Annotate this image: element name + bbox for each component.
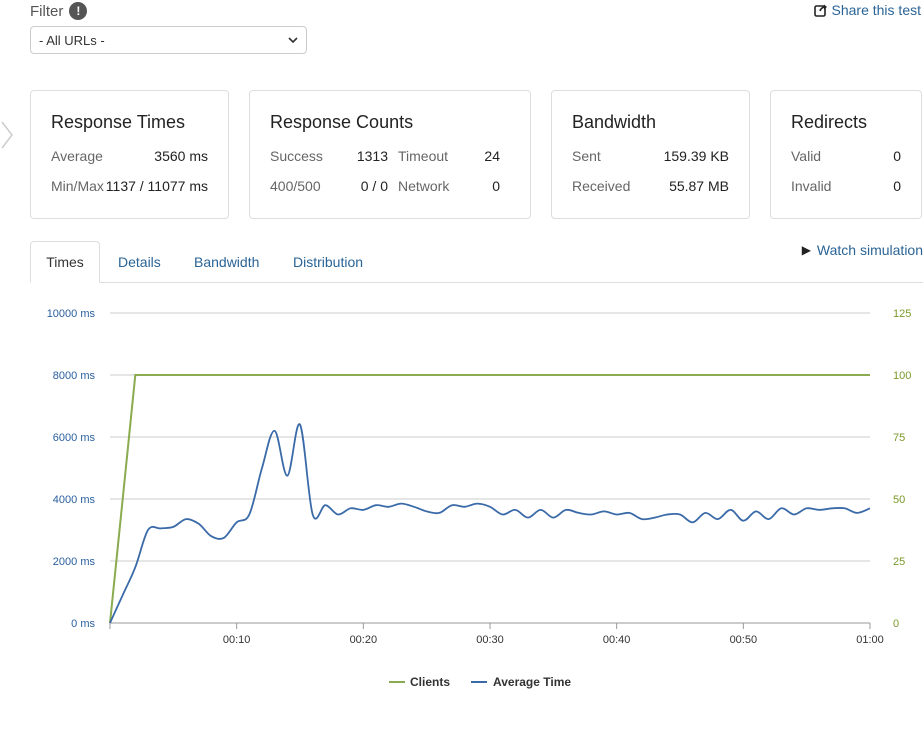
card-title: Response Times [51,112,186,132]
card-title: Bandwidth [572,112,657,132]
success-value: 1313 [356,148,388,164]
y-right-tick-label: 75 [893,432,905,444]
tabs-divider [30,282,923,283]
valid-value: 0 [893,148,901,164]
average-value: 3560 ms [154,148,208,164]
response-times-card: Response Times Average 3560 ms Min/Max 1… [30,90,229,219]
x-tick-label: 00:10 [223,634,251,646]
x-tick-label: 00:30 [476,634,504,646]
y-left-tick-label: 4000 ms [53,494,96,506]
filter-help-icon[interactable]: ! [69,2,88,20]
chart-legend: Clients Average Time [389,675,571,689]
bandwidth-card: Bandwidth Sent 159.39 KB Received 55.87 … [551,90,750,219]
share-label: Share this test [831,2,922,18]
url-filter-select[interactable]: - All URLs - [30,26,307,54]
y-axis-right: 125 100 75 50 25 0 [893,308,911,630]
x-tick-label: 00:40 [603,634,631,646]
y-left-tick-label: 0 ms [71,618,95,630]
y-right-tick-label: 0 [893,618,899,630]
network-value: 0 [492,178,500,194]
legend-clients-label: Clients [410,675,450,689]
y-right-tick-label: 25 [893,556,905,568]
invalid-value: 0 [893,178,901,194]
y-right-tick-label: 125 [893,308,911,320]
legend-average-time-label: Average Time [493,675,571,689]
card-title: Response Counts [270,112,414,132]
received-value: 55.87 MB [669,178,729,194]
x-tick-label: 00:20 [350,634,378,646]
x-tick-label: 01:00 [856,634,884,646]
y-left-tick-label: 2000 ms [53,556,96,568]
chevron-down-icon [288,36,298,43]
watch-simulation-link[interactable]: ▶ Watch simulation [802,242,923,258]
play-icon: ▶ [801,243,811,257]
y-right-tick-label: 50 [893,494,905,506]
y-left-tick-label: 10000 ms [47,308,96,320]
tab-distribution[interactable]: Distribution [293,254,364,270]
filter-label: Filter ! [30,2,88,20]
minmax-value: 1137 / 11077 ms [105,178,208,194]
response-time-chart: 10000 ms 8000 ms 6000 ms 4000 ms 2000 ms 0 ms… [47,308,912,689]
received-label: Received [572,178,631,194]
y-right-tick-label: 100 [893,370,911,382]
response-counts-card: Response Counts Success 1313 Timeout 24 … [249,90,531,219]
y-left-tick-label: 6000 ms [53,432,96,444]
sent-value: 159.39 KB [663,148,729,164]
tab-bandwidth[interactable]: Bandwidth [194,254,260,270]
network-label: Network [398,178,450,194]
average-label: Average [51,148,103,164]
share-icon [813,4,827,17]
chevron-left-icon[interactable] [0,120,14,150]
minmax-label: Min/Max [51,178,104,194]
valid-label: Valid [791,148,822,164]
sent-label: Sent [572,148,601,164]
timeout-value: 24 [484,148,500,164]
url-filter-selected: - All URLs - [39,32,105,48]
tab-details[interactable]: Details [118,254,161,270]
timeout-label: Timeout [398,148,449,164]
card-title: Redirects [791,112,868,132]
error-value: 0 / 0 [360,178,388,194]
chart-grid [110,312,870,562]
invalid-label: Invalid [791,178,832,194]
watch-simulation-label: Watch simulation [816,242,923,258]
error-label: 400/500 [270,178,321,194]
x-tick-label: 00:50 [730,634,758,646]
filter-label-text: Filter [30,2,64,20]
clients-series-line [109,374,870,624]
tab-times[interactable]: Times [30,241,100,283]
average-time-series-line [109,423,871,624]
success-label: Success [270,148,323,164]
redirects-card: Redirects Valid 0 Invalid 0 [770,90,922,219]
share-test-link[interactable]: Share this test [813,2,922,18]
y-left-tick-label: 8000 ms [53,370,96,382]
y-axis-left: 10000 ms 8000 ms 6000 ms 4000 ms 2000 ms 0 ms [47,308,96,630]
x-axis: 00:10 00:20 00:30 00:40 00:50 01:00 [109,622,884,646]
